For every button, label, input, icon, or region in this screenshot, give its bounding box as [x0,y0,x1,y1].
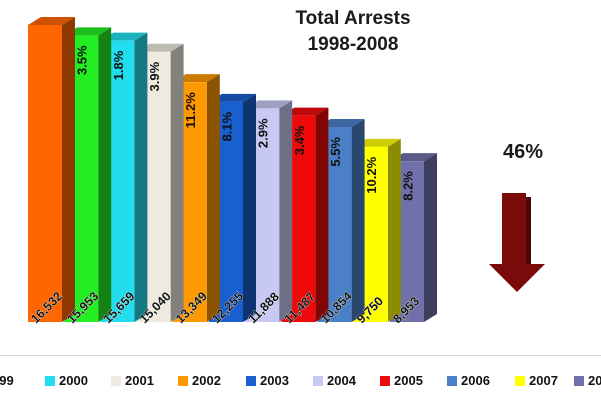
legend-label: 2001 [125,373,154,388]
bar-side-face [98,27,112,323]
legend-swatch [447,375,457,386]
pct-label-2003: 8.1% [219,111,234,141]
bar-top-face [64,27,112,36]
pct-label-1999: 3.5% [75,45,90,75]
legend-label: 2008 [588,373,601,388]
legend-item-2008: 2008 [574,374,601,388]
bar-side-face [387,138,401,322]
bar-top-face [317,119,365,128]
legend-swatch [178,375,188,386]
legend-label: 2002 [192,373,221,388]
bar-top-face [353,138,401,147]
pct-label-2008: 8.2% [400,171,415,201]
bar-side-face [424,153,437,322]
bar-top-face [28,17,75,25]
bar-side-face [134,32,148,322]
pct-label-2006: 5.5% [328,137,343,167]
bar-side-face [170,43,184,322]
legend-swatch [313,375,323,386]
legend-item-2006: 2006 [447,374,490,388]
bar-1998 [28,17,75,322]
pct-label-2004: 2.9% [256,118,271,148]
bar-front-face [28,25,62,322]
legend-item-2005: 2005 [380,374,423,388]
chart-title-line1: Total Arrests [295,8,411,29]
legend-swatch [111,375,121,386]
chart-title-line2: 1998-2008 [307,34,399,55]
bar-top-face [390,153,437,162]
bar-side-face [62,17,75,322]
legend-label: 2003 [260,373,289,388]
legend-swatch [515,375,525,386]
bar-top-face [281,107,329,116]
bar-top-face [100,32,148,41]
legend-item-2001: 2001 [111,374,154,388]
bar-top-face [172,74,220,83]
down-arrow-icon [489,193,545,292]
legend-swatch [45,375,55,386]
bar-side-face [206,74,220,322]
legend-item-2000: 2000 [45,374,88,388]
legend-label: 2004 [327,373,356,388]
legend-label: 2000 [59,373,88,388]
legend-swatch [380,375,390,386]
bar-2003 [209,93,256,323]
legend-swatch [574,375,584,386]
legend-swatch [246,375,256,386]
legend-label: 2005 [394,373,423,388]
pct-label-2002: 11.2% [183,92,198,129]
bar-side-face [315,107,329,323]
bars-group [28,17,437,323]
legend-item-999: 999 [0,374,14,388]
pct-label-2001: 3.9% [147,61,162,91]
legend-label: 2007 [529,373,558,388]
legend-label: 999 [0,373,14,388]
bar-top-face [136,43,184,52]
bar-side-face [279,100,293,322]
pct-label-2005: 3.4% [292,125,307,155]
bar-top-face [209,93,256,102]
change-percent-label: 46% [502,141,544,163]
pct-label-2000: 1.8% [111,50,126,80]
legend-label: 2006 [461,373,490,388]
legend-item-2004: 2004 [313,374,356,388]
chart-legend: 999 2000 2001 2002 2003 2004 2005 2006 2007 2008 [0,355,601,400]
bar-side-face [243,93,256,323]
legend-item-2003: 2003 [246,374,289,388]
bar-top-face [245,100,293,109]
legend-item-2002: 2002 [178,374,221,388]
bar-side-face [351,119,365,323]
legend-item-2007: 2007 [515,374,558,388]
pct-label-2007: 10.2% [364,156,379,193]
